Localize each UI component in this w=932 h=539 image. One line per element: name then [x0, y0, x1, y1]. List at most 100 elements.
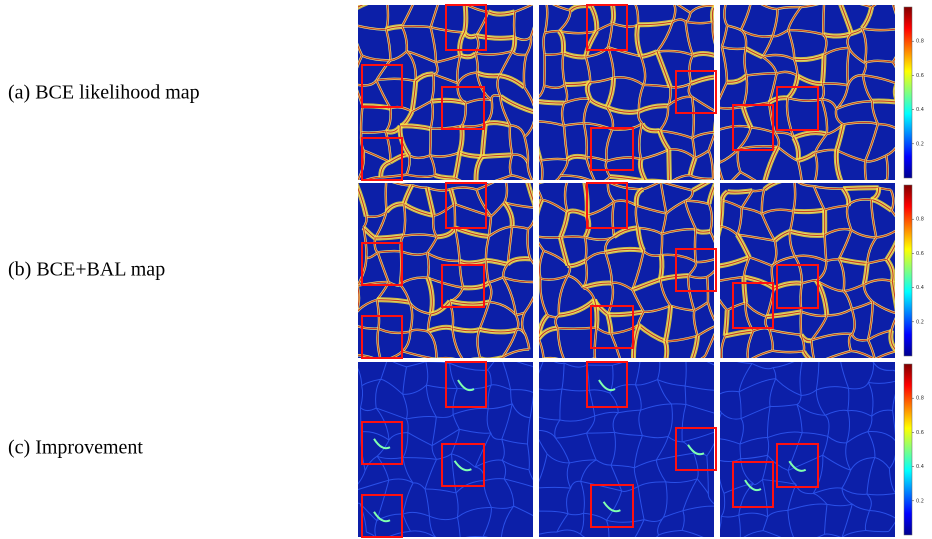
cell-edge: [358, 285, 360, 309]
cell-edge: [429, 155, 436, 176]
cell-edge: [825, 258, 839, 262]
cell-edge: [821, 99, 828, 135]
cell-edge: [689, 174, 714, 180]
cell-edge: [862, 62, 867, 76]
faint-edge: [868, 380, 895, 384]
faint-edge: [822, 436, 829, 456]
cell-edge: [476, 189, 492, 217]
faint-edge: [873, 362, 893, 371]
faint-edge: [364, 455, 378, 471]
faint-edge: [580, 459, 597, 482]
cell-edge: [769, 329, 802, 336]
faint-edge: [610, 464, 635, 469]
cell-edge: [349, 12, 354, 25]
faint-edge: [762, 516, 769, 531]
cell-edge: [488, 282, 492, 303]
faint-edge: [361, 431, 390, 441]
cell-edge: [813, 185, 826, 211]
cell-edge: [475, 35, 480, 54]
cell-edge: [411, 184, 428, 189]
cell-edge: [691, 96, 695, 139]
highlight-box: [776, 264, 819, 309]
cell-edge: [502, 263, 509, 278]
cell-edge: [821, 98, 837, 110]
cell-edge: [861, 7, 873, 29]
cell-edge: [894, 88, 895, 95]
faint-edge: [501, 459, 507, 480]
faint-edge: [638, 409, 643, 436]
colorbar: [903, 363, 913, 536]
faint-edge: [658, 529, 683, 536]
faint-edge: [802, 432, 828, 437]
faint-edge: [657, 379, 672, 405]
cell-edge: [638, 105, 668, 112]
cell-edge: [427, 277, 464, 289]
cell-edge: [607, 282, 614, 315]
faint-edge: [529, 395, 533, 418]
faint-edge: [436, 414, 454, 418]
cell-edge: [777, 6, 802, 10]
cell-edge: [761, 35, 774, 58]
cell-edge: [489, 301, 517, 316]
cell-edge: [544, 52, 564, 56]
cell-edge: [563, 122, 584, 127]
cell-edge: [850, 350, 874, 358]
cell-edge: [656, 50, 694, 56]
faint-edge: [682, 529, 704, 537]
faint-edge: [867, 382, 874, 417]
faint-edge: [813, 493, 828, 505]
faint-edge: [892, 393, 895, 411]
cell-edge: [862, 75, 873, 102]
cell-edge: [661, 228, 696, 235]
faint-edge: [491, 505, 514, 509]
cell-edge: [823, 47, 850, 56]
heatmap: [349, 0, 533, 181]
faint-edge: [559, 388, 563, 420]
cell-edge: [774, 132, 780, 148]
cell-edge: [562, 52, 566, 85]
cell-edge: [561, 102, 565, 126]
faint-edge: [740, 405, 771, 420]
faint-edge: [720, 438, 741, 445]
faint-edge: [360, 385, 364, 408]
cell-edge: [715, 113, 718, 132]
cell-edge: [723, 5, 728, 26]
cell-edge: [659, 130, 693, 139]
cell-edge: [762, 56, 778, 74]
cell-edge: [835, 108, 844, 125]
cell-edge: [800, 334, 805, 352]
faint-edge: [424, 488, 430, 517]
faint-edge: [486, 408, 492, 434]
heatmap-content: [720, 362, 895, 537]
cell-edge: [726, 302, 746, 311]
faint-edge: [555, 432, 587, 439]
cell-edge: [827, 350, 852, 358]
cell-edge: [539, 160, 543, 180]
cell-edge: [584, 237, 587, 261]
cell-edge: [689, 157, 696, 176]
cell-edge: [708, 203, 713, 232]
faint-edge: [633, 467, 639, 487]
improve-streak: [453, 460, 472, 472]
faint-edge: [874, 456, 890, 469]
faint-edge: [847, 388, 850, 411]
cell-edge: [457, 72, 477, 84]
heatmap-content: [358, 362, 533, 537]
highlight-box: [361, 64, 403, 108]
faint-edge: [840, 362, 850, 389]
cell-edge: [840, 5, 853, 34]
faint-edge: [361, 378, 381, 387]
cell-edge: [877, 123, 895, 129]
cell-edge: [813, 185, 844, 190]
cell-edge: [376, 299, 380, 329]
heatmap: [720, 183, 895, 358]
faint-edge: [682, 505, 714, 512]
cell-edge: [414, 0, 440, 2]
cell-edge: [747, 330, 754, 358]
heatmap-content: [720, 183, 895, 358]
faint-edge: [736, 362, 753, 364]
faint-edge: [841, 530, 866, 537]
faint-edge: [610, 432, 616, 466]
cell-edge: [631, 250, 645, 291]
faint-edge: [487, 369, 492, 386]
